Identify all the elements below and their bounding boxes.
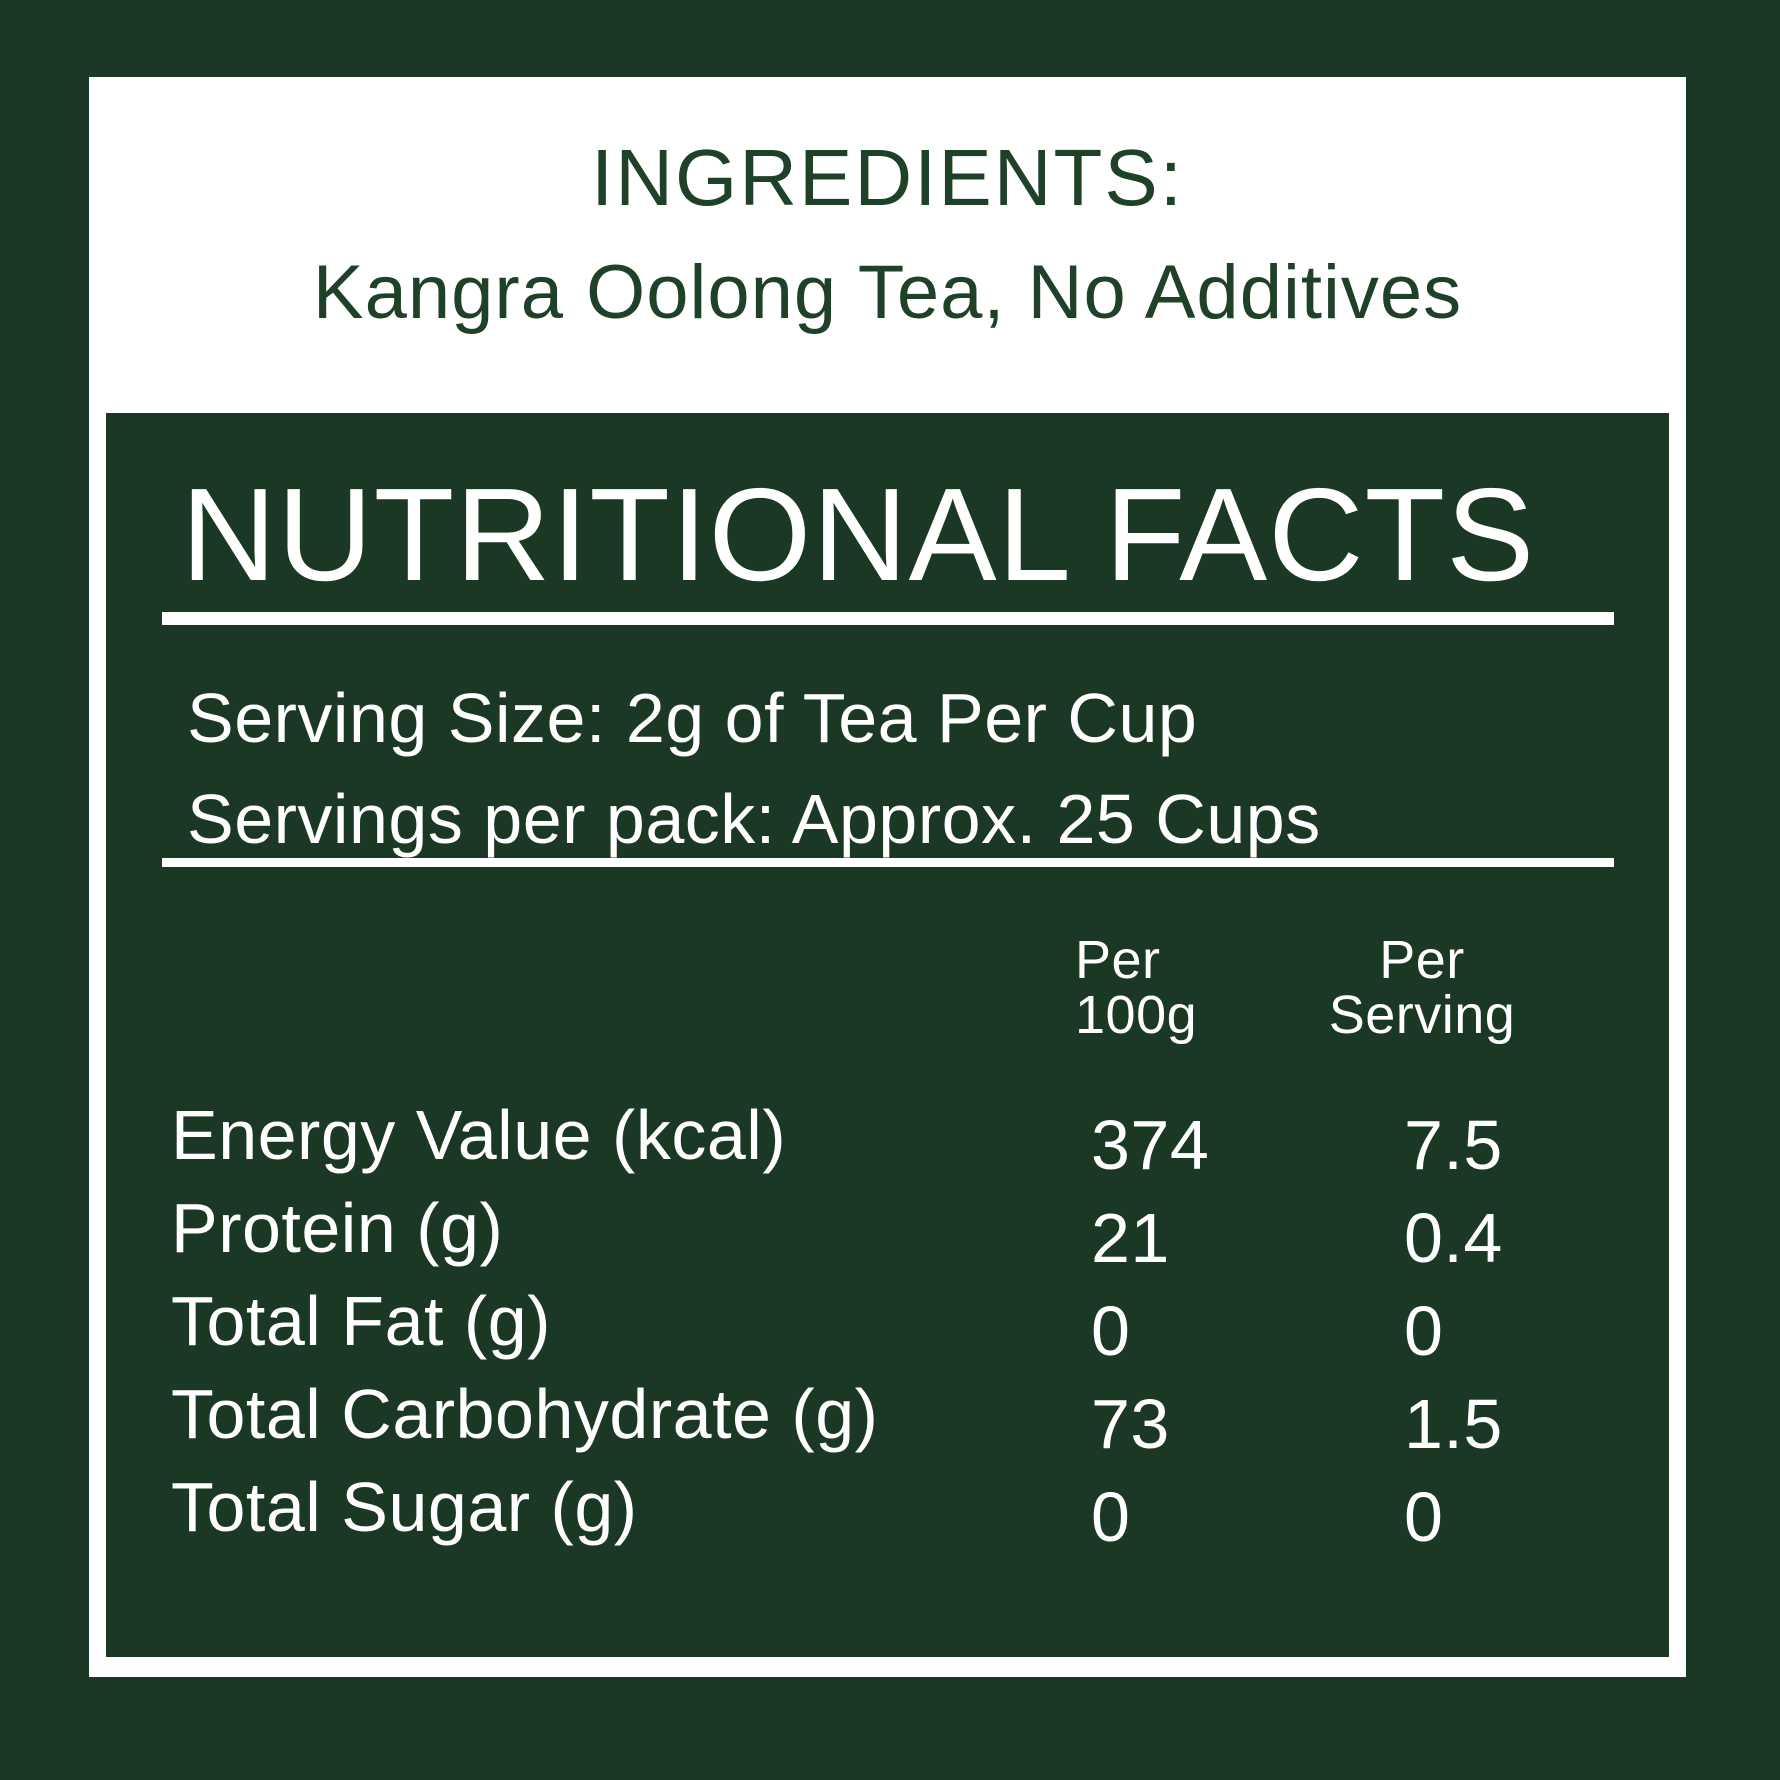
row-label: Protein (g) (171, 1189, 504, 1267)
row-value-per-serving: 7.5 (1404, 1106, 1503, 1184)
servings-per-pack-text: Servings per pack: Approx. 25 Cups (187, 780, 1321, 858)
table-row-total-sugar: Total Sugar (g) 0 0 (106, 1461, 1669, 1556)
column-header-per-100g-line1: Per (1075, 930, 1161, 990)
table-row-total-fat: Total Fat (g) 0 0 (106, 1275, 1669, 1370)
table-row-energy: Energy Value (kcal) 374 7.5 (106, 1089, 1669, 1184)
row-value-per-100g: 374 (1091, 1106, 1210, 1184)
row-value-per-serving: 1.5 (1404, 1385, 1503, 1463)
label-card: INGREDIENTS: Kangra Oolong Tea, No Addit… (89, 77, 1686, 1677)
row-value-per-100g: 21 (1091, 1199, 1170, 1277)
row-value-per-100g: 0 (1091, 1478, 1131, 1556)
row-label: Total Carbohydrate (g) (171, 1375, 879, 1453)
row-value-per-serving: 0 (1404, 1292, 1444, 1370)
serving-size-text: Serving Size: 2g of Tea Per Cup (187, 679, 1198, 757)
row-value-per-100g: 0 (1091, 1292, 1131, 1370)
row-label: Energy Value (kcal) (171, 1096, 787, 1174)
title-underline-rule (162, 612, 1614, 625)
column-header-per-serving-line1: Per (1379, 930, 1465, 990)
ingredients-section: INGREDIENTS: Kangra Oolong Tea, No Addit… (89, 77, 1686, 413)
row-label: Total Fat (g) (171, 1282, 551, 1360)
column-header-per-serving: Per Serving (1272, 933, 1572, 1043)
row-value-per-serving: 0 (1404, 1478, 1444, 1556)
row-value-per-100g: 73 (1091, 1385, 1170, 1463)
column-header-per-100g: Per 100g (1075, 933, 1197, 1043)
column-header-per-serving-line2: Serving (1328, 985, 1516, 1045)
nutrition-facts-panel: NUTRITIONAL FACTS Serving Size: 2g of Te… (106, 413, 1669, 1657)
serving-divider-rule (162, 858, 1614, 867)
row-label: Total Sugar (g) (171, 1468, 638, 1546)
nutrition-facts-title: NUTRITIONAL FACTS (181, 461, 1536, 608)
ingredients-value: Kangra Oolong Tea, No Additives (312, 250, 1463, 335)
column-header-per-100g-line2: 100g (1075, 985, 1198, 1045)
table-row-total-carbohydrate: Total Carbohydrate (g) 73 1.5 (106, 1368, 1669, 1463)
row-value-per-serving: 0.4 (1404, 1199, 1503, 1277)
ingredients-heading: INGREDIENTS: (591, 133, 1184, 222)
nutrition-table: Energy Value (kcal) 374 7.5 Protein (g) … (106, 1089, 1669, 1556)
table-row-protein: Protein (g) 21 0.4 (106, 1182, 1669, 1277)
